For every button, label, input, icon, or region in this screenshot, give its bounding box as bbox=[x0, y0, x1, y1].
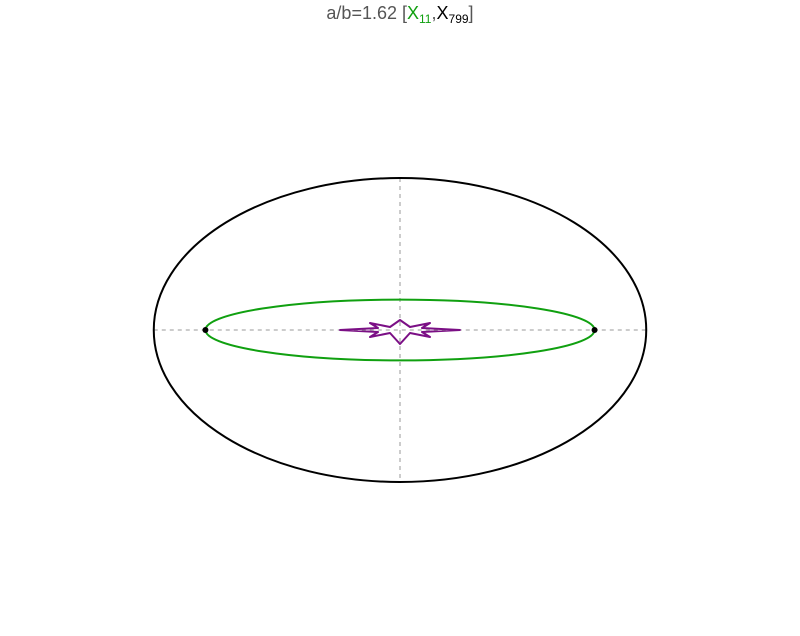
title-separator: , bbox=[431, 3, 437, 23]
vertex-point-1 bbox=[202, 327, 209, 333]
diagram-title: a/b=1.62 [X11,X799] bbox=[0, 3, 800, 26]
title-second-subscript: 799 bbox=[448, 12, 469, 26]
title-second-label: X bbox=[436, 3, 449, 23]
title-suffix: ] bbox=[468, 3, 474, 23]
star-curve bbox=[339, 319, 461, 345]
title-first-subscript: 11 bbox=[419, 12, 432, 26]
outer-ellipse bbox=[152, 177, 648, 483]
vertex-point-2 bbox=[591, 327, 598, 333]
points-group bbox=[202, 327, 598, 333]
title-prefix: a/b=1.62 [ bbox=[326, 3, 407, 23]
title-first-label: X bbox=[407, 3, 420, 23]
